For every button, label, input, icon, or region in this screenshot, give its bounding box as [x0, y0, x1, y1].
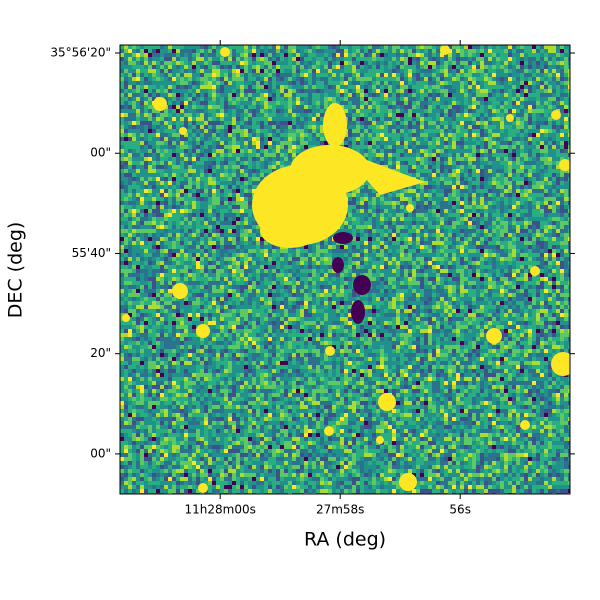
x-tick-label: 27m58s [316, 503, 364, 517]
galaxy [252, 103, 425, 248]
dark-streak [332, 232, 371, 324]
y-tick-label: 00" [90, 146, 111, 160]
x-tick-label: 11h28m00s [185, 503, 256, 517]
x-axis-label: RA (deg) [304, 529, 386, 551]
axes-frame [119, 44, 571, 495]
sky-image [120, 45, 570, 494]
sources [122, 45, 570, 493]
y-tick-label: 55'40" [72, 246, 111, 260]
y-tick-label: 00" [90, 446, 111, 460]
y-axis-label: DEC (deg) [5, 222, 27, 319]
y-tick-label: 35°56'20" [50, 46, 111, 60]
x-tick-label: 56s [449, 503, 471, 517]
stars [122, 45, 570, 493]
y-tick-label: 20" [90, 346, 111, 360]
